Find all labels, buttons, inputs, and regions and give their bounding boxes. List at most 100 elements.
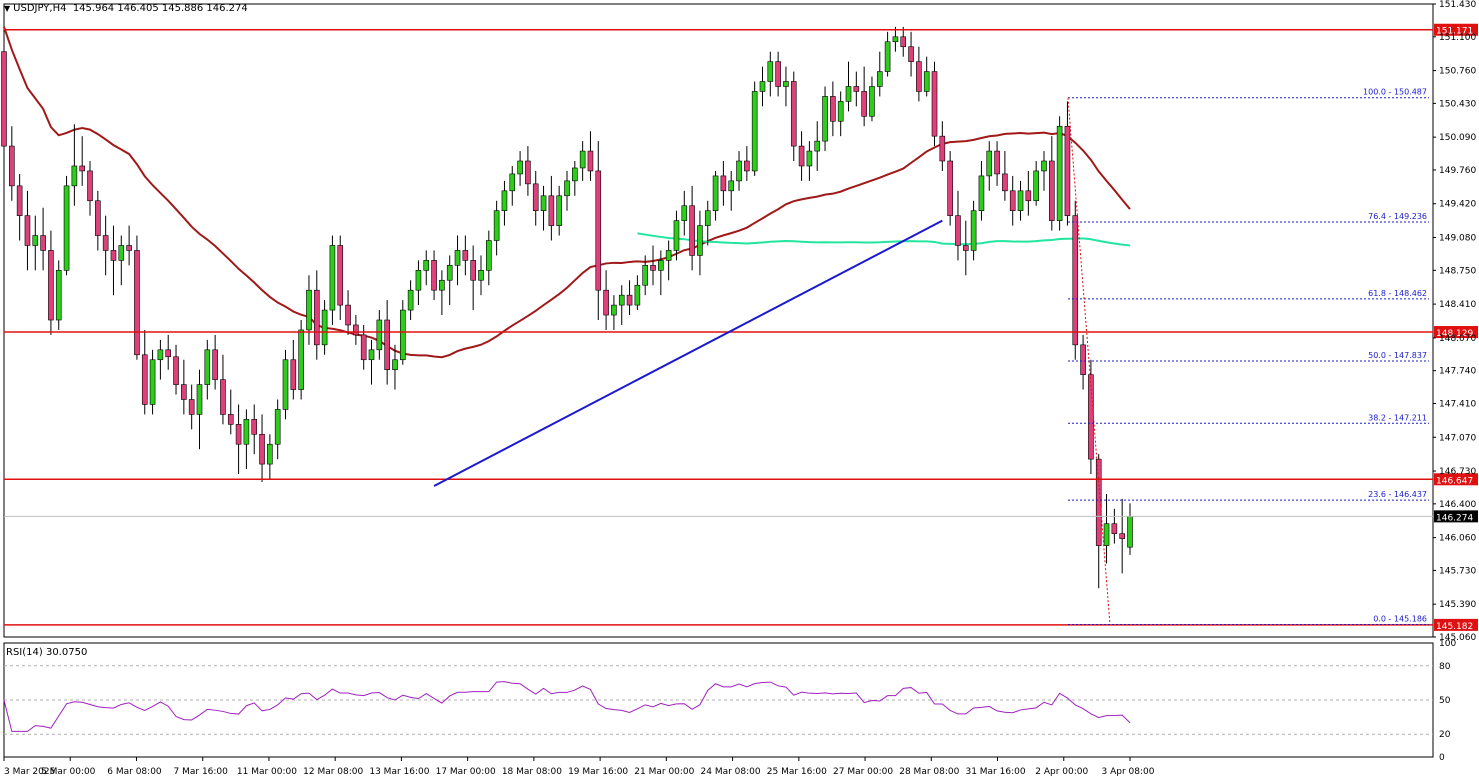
y-tick-label: 149.420 (1439, 200, 1476, 210)
candle-body (962, 245, 969, 251)
x-tick-label: 31 Mar 16:00 (965, 767, 1025, 777)
candle-body (1103, 523, 1110, 546)
candle-body (548, 195, 555, 226)
candle-body (454, 250, 461, 266)
candle-body (48, 250, 54, 321)
candle-body (611, 304, 617, 316)
candle-body (16, 185, 23, 216)
candle-body (790, 81, 797, 147)
candle-body (212, 349, 218, 380)
level-tag (1434, 473, 1478, 486)
candle-body (837, 101, 844, 122)
candle-body (1056, 125, 1063, 221)
x-tick-label: 3 Apr 08:00 (1102, 767, 1155, 777)
candle-body (822, 96, 828, 142)
candle-body (1095, 458, 1102, 546)
candle-body (368, 349, 375, 361)
fib-label: 100.0 - 150.487 (1363, 88, 1427, 97)
candle-body (955, 215, 961, 246)
rsi-tick-label: 80 (1439, 662, 1451, 672)
rsi-panel: 100 80 50 20 0 (3, 639, 1456, 763)
candle-body (329, 245, 336, 311)
candle-body (9, 145, 15, 187)
candle-body (321, 309, 328, 346)
candle-body (71, 165, 78, 187)
x-tick-label: 7 Mar 16:00 (174, 767, 229, 777)
candle-body (431, 260, 437, 291)
candle-body (939, 135, 946, 162)
level-tag (1434, 618, 1478, 631)
x-tick-label: 3 Mar 2025 (4, 767, 55, 777)
x-tick-label: 24 Mar 08:00 (701, 767, 761, 777)
dropdown-arrow-icon[interactable]: ▼ (4, 4, 11, 13)
candle-body (892, 36, 899, 43)
candle-body (712, 175, 719, 211)
candle-body (876, 71, 883, 87)
candle-body (775, 61, 781, 87)
candle-body (587, 150, 594, 172)
candle-body (986, 150, 993, 177)
candle-body (908, 46, 914, 62)
candle-body (407, 289, 414, 311)
candle-body (337, 245, 344, 306)
x-tick-label: 18 Mar 08:00 (502, 767, 562, 777)
candle-body (1017, 190, 1024, 211)
candle-body (1, 51, 7, 147)
candle-body (478, 270, 484, 281)
candle-body (540, 195, 547, 211)
fib-label: 61.8 - 148.462 (1368, 289, 1427, 298)
candle-body (853, 86, 860, 92)
x-tick-label: 2 Apr 00:00 (1035, 767, 1088, 777)
y-tick-label: 150.430 (1439, 99, 1476, 109)
candle-body (1119, 533, 1125, 539)
candle-body (501, 190, 508, 211)
candle-body (1041, 160, 1047, 172)
candle-body (579, 150, 586, 169)
fib-anchor-line (1067, 97, 1111, 625)
y-tick-label: 146.060 (1439, 534, 1476, 544)
candle-body (845, 86, 852, 102)
candle-body (658, 260, 664, 271)
chart-frame (3, 3, 1434, 758)
x-tick-label: 6 Mar 08:00 (107, 767, 162, 777)
candle-body (235, 424, 242, 445)
candle-body (744, 160, 750, 172)
candle-body (900, 36, 907, 48)
candle-body (923, 71, 930, 92)
candle-body (79, 165, 85, 172)
ohlc-readout: 145.964 146.405 145.886 146.274 (72, 3, 248, 14)
candle-body (227, 414, 234, 425)
candle-body (439, 279, 445, 291)
y-tick-label: 145.060 (1439, 633, 1476, 643)
y-tick-label: 148.750 (1439, 266, 1476, 276)
fib-label: 23.6 - 146.437 (1368, 490, 1427, 499)
y-tick-label: 146.400 (1439, 500, 1476, 510)
candle-body (673, 220, 680, 251)
candle-body (95, 200, 101, 236)
candle-body (642, 265, 648, 286)
current-price-tag (1434, 510, 1478, 523)
candle-body (165, 349, 172, 358)
candle-body (1080, 344, 1086, 375)
x-tick-label: 11 Mar 00:00 (237, 767, 297, 777)
fib-label: 38.2 - 147.211 (1368, 413, 1427, 422)
candle-body (353, 324, 359, 336)
candle-body (728, 180, 735, 192)
candle-body (141, 354, 148, 405)
y-tick-label: 145.390 (1439, 600, 1476, 610)
candle-body (869, 86, 875, 117)
candle-body (650, 265, 656, 271)
y-tick-label: 150.760 (1439, 67, 1476, 77)
candle-body (157, 349, 164, 361)
candle-body (173, 356, 179, 385)
candle-body (759, 81, 766, 92)
candle-body (392, 359, 398, 370)
candle-body (517, 160, 523, 175)
y-tick-label: 147.070 (1439, 433, 1476, 443)
rsi-tick-label: 50 (1439, 696, 1451, 706)
level-label: 151.171 (1436, 27, 1473, 37)
x-tick-label: 13 Mar 16:00 (369, 767, 429, 777)
candle-body (1111, 523, 1118, 534)
